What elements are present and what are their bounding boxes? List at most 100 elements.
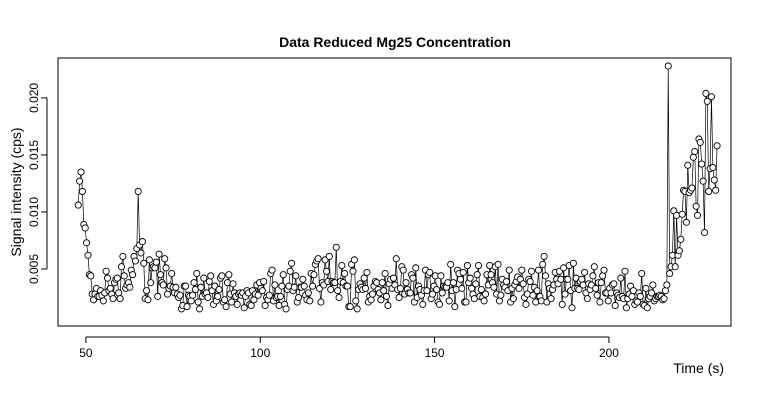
data-point [223,279,232,287]
data-point [412,264,420,272]
data-point [131,257,139,265]
data-point [352,297,360,305]
data-point [204,293,212,302]
data-point [684,161,692,169]
data-point [299,275,307,283]
data-point [712,186,720,194]
data-point [205,277,213,286]
data-point [438,289,446,297]
data-point [452,285,460,294]
data-point [115,289,123,297]
data-point [692,202,700,210]
data-point [540,252,548,260]
data-point [286,267,294,275]
data-point [578,275,586,283]
y-tick-label: 0.005 [27,254,41,284]
data-point [523,290,531,298]
data-point [103,274,112,282]
data-point [182,282,190,290]
data-point [144,296,152,304]
data-point [187,297,195,305]
data-point [406,289,414,297]
data-point [306,297,314,305]
data-point [322,267,331,275]
data-point [426,268,434,276]
data-point [688,184,696,192]
data-point [176,291,184,299]
data-point [363,268,371,276]
data-point [154,292,162,300]
data-point [194,298,202,306]
data-point [703,97,711,105]
data-point [378,279,386,287]
data-point [138,238,146,246]
data-point [462,298,470,306]
data-point [81,224,89,232]
data-point [466,274,474,282]
data-point [229,280,237,288]
data-point [168,269,176,278]
data-point [599,272,607,280]
y-tick-label: 0.020 [27,83,41,113]
data-point [382,292,391,300]
data-point [689,153,697,161]
data-point [276,292,285,300]
data-point [395,293,403,302]
x-tick-label: 100 [250,346,270,360]
data-point [193,269,201,278]
data-point [221,296,229,304]
data-point [710,176,718,184]
data-point [402,279,410,287]
y-tick-label: 0.015 [27,140,41,170]
data-point [638,269,646,278]
data-point [350,256,358,264]
data-point [368,290,377,298]
data-point [214,292,222,300]
data-point [529,291,537,299]
data-point [709,163,717,172]
data-point [642,284,650,292]
data-point [713,142,721,150]
data-point [145,256,153,264]
data-point [547,295,555,303]
data-point [569,259,577,267]
data-point [380,287,388,295]
data-point [162,264,170,272]
data-point [600,266,608,274]
data-point [295,293,303,302]
data-point [106,284,114,292]
data-point [537,297,545,305]
data-point [678,210,686,218]
data-point [480,297,488,305]
data-point [155,250,163,258]
data-point [140,259,148,267]
data-point [102,267,110,275]
data-point [314,255,322,263]
data-point [534,266,543,274]
data-point [477,285,485,294]
data-point [663,281,671,289]
x-tick-label: 200 [599,346,619,360]
data-point [215,285,223,294]
data-point [474,262,483,270]
data-point [649,281,657,289]
data-point [353,305,361,313]
data-point [196,305,204,313]
data-point [473,271,481,279]
data-point [675,247,683,255]
data-point [225,271,233,279]
data-point [83,239,91,247]
data-point [109,295,117,303]
data-point [399,266,407,274]
data-point [282,305,290,313]
data-point [310,271,318,279]
data-point [580,268,589,276]
data-point [325,252,333,260]
data-point [561,290,569,298]
data-point [341,269,349,278]
data-point [77,168,85,176]
data-point [317,298,325,306]
data-point [218,272,226,280]
data-point [583,295,591,303]
data-point [392,255,400,263]
